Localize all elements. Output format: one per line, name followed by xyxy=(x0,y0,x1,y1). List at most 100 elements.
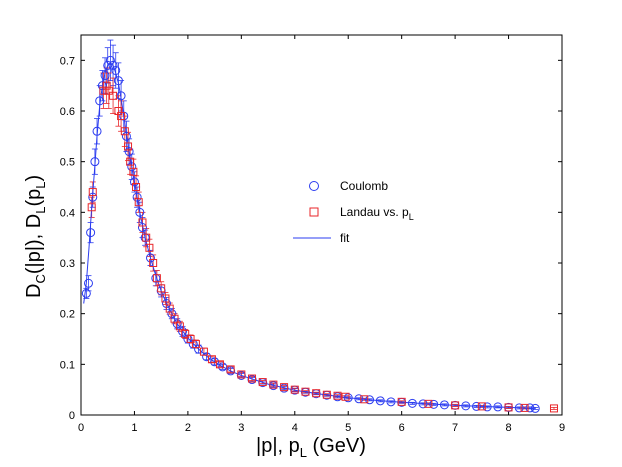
landau-point xyxy=(175,322,184,331)
y-tick-label: 0.6 xyxy=(60,106,75,118)
coulomb-point xyxy=(386,397,396,407)
coulomb-point xyxy=(375,396,385,406)
y-tick-label: 0 xyxy=(69,410,75,422)
coulomb-point xyxy=(103,60,113,70)
x-tick-label: 7 xyxy=(452,422,458,434)
coulomb-point xyxy=(108,60,118,70)
landau-point xyxy=(149,259,158,267)
landau-point xyxy=(269,380,278,389)
coulomb-point xyxy=(127,162,137,172)
landau-point xyxy=(142,233,151,242)
landau-point xyxy=(451,401,460,410)
landau-point xyxy=(117,112,126,121)
coulomb-point xyxy=(81,288,91,298)
x-tick-label: 4 xyxy=(292,422,298,434)
coulomb-point xyxy=(116,91,126,101)
landau-point xyxy=(157,284,166,293)
tick-labels: 0 1 2 3 4 5 6 7 8 9 0 0.1 0.2 0.3 0.4 0.5 0.6 0.7 xyxy=(60,55,565,434)
landau-point xyxy=(258,378,267,387)
coulomb-point xyxy=(418,399,428,409)
legend-landau-marker xyxy=(309,207,319,217)
coulomb-point xyxy=(100,71,110,81)
x-tick-label: 3 xyxy=(238,422,244,434)
coulomb-point xyxy=(132,192,142,202)
landau-point xyxy=(312,389,321,398)
x-tick-label: 6 xyxy=(399,422,405,434)
landau-point xyxy=(290,385,299,394)
landau-point xyxy=(124,142,133,151)
coulomb-point xyxy=(354,394,364,404)
coulomb-point xyxy=(530,403,540,413)
landau-point xyxy=(87,203,96,212)
axis-ticks xyxy=(80,35,563,416)
coulomb-point xyxy=(135,207,145,217)
coulomb-point xyxy=(178,326,188,336)
x-tick-label: 9 xyxy=(559,422,565,434)
landau-point xyxy=(549,404,558,413)
legend-coulomb-label: Coulomb xyxy=(340,179,388,193)
coulomb-point xyxy=(202,352,212,362)
y-tick-label: 0.4 xyxy=(60,207,75,219)
coulomb-point xyxy=(95,96,105,106)
legend-coulomb-marker xyxy=(309,181,319,191)
landau-point xyxy=(397,397,406,406)
coulomb-point xyxy=(493,402,503,412)
coulomb-point xyxy=(407,398,417,408)
x-tick-label: 5 xyxy=(345,422,351,434)
landau-point xyxy=(333,391,342,400)
landau-point xyxy=(360,395,369,404)
coulomb-point xyxy=(365,395,375,405)
x-axis-title: |p|, pL (GeV) xyxy=(256,435,366,460)
landau-point xyxy=(102,81,111,90)
coulomb-point xyxy=(218,362,228,372)
coulomb-point xyxy=(121,131,131,141)
coulomb-point xyxy=(525,403,535,413)
y-tick-label: 0.3 xyxy=(60,258,75,270)
landau-point xyxy=(132,183,141,191)
y-axis-title: DC(|p|), DL(pL) xyxy=(23,175,48,298)
landau-point xyxy=(109,91,118,100)
landau-point xyxy=(248,374,257,383)
landau-point xyxy=(181,329,190,338)
coulomb-point xyxy=(482,402,492,412)
coulomb-point xyxy=(210,357,220,367)
legend-fit-label: fit xyxy=(340,231,350,245)
coulomb-point xyxy=(97,81,107,91)
x-tick-label: 8 xyxy=(505,422,511,434)
landau-point xyxy=(341,392,350,401)
landau-point xyxy=(138,218,147,227)
landau-point xyxy=(165,304,174,313)
landau-point xyxy=(477,402,486,411)
coulomb-point xyxy=(194,344,204,354)
coulomb-point xyxy=(343,393,353,403)
landau-point xyxy=(104,86,113,95)
landau-point xyxy=(120,127,129,136)
landau-point xyxy=(280,383,289,392)
landau-point xyxy=(520,403,529,412)
landau-point xyxy=(134,198,143,207)
coulomb-point xyxy=(167,309,177,319)
coulomb-point xyxy=(145,253,155,263)
y-tick-label: 0.1 xyxy=(60,359,75,371)
landau-point xyxy=(322,390,331,399)
legend-landau-label: Landau vs. pL xyxy=(340,205,414,222)
legend: Coulomb Landau vs. pL fit xyxy=(293,179,414,245)
coulomb-point xyxy=(471,401,481,411)
coulomb-point xyxy=(129,177,139,187)
coulomb-point xyxy=(83,278,93,288)
coulomb-point xyxy=(88,192,98,202)
markers xyxy=(81,55,558,413)
landau-point xyxy=(114,107,123,115)
landau-point xyxy=(424,399,433,408)
x-tick-label: 2 xyxy=(185,422,191,434)
landau-point xyxy=(186,335,195,343)
landau-point xyxy=(191,340,200,349)
coulomb-point xyxy=(105,55,115,65)
landau-point xyxy=(301,387,310,396)
coulomb-point xyxy=(92,126,102,136)
landau-point xyxy=(207,355,216,364)
landau-point xyxy=(199,347,208,356)
coulomb-point xyxy=(429,399,439,409)
x-tick-label: 0 xyxy=(78,422,84,434)
